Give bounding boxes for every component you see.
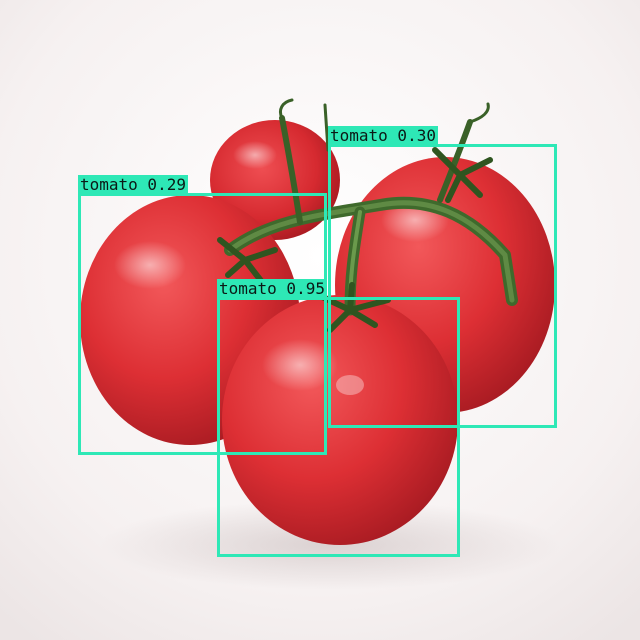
tomato-vine xyxy=(217,98,518,333)
detection-box-tomato-left xyxy=(78,193,327,455)
tomato-back xyxy=(210,120,340,240)
tomato-front xyxy=(222,295,458,545)
detection-label-tomato-left: tomato 0.29 xyxy=(78,175,188,195)
detection-box-tomato-right xyxy=(328,144,557,428)
detection-box-tomato-front xyxy=(217,297,460,557)
detection-label-tomato-front: tomato 0.95 xyxy=(217,279,327,299)
table-shadow xyxy=(100,500,560,590)
detection-label-tomato-right: tomato 0.30 xyxy=(328,126,438,146)
